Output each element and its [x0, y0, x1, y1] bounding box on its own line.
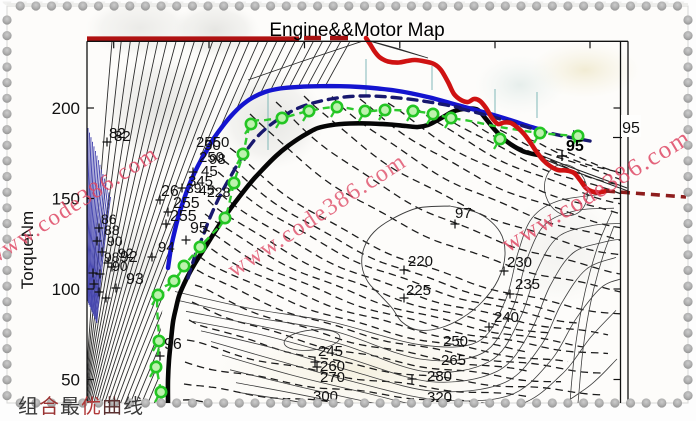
- svg-text:97: 97: [455, 205, 472, 222]
- svg-text:组合最优曲线: 组合最优曲线: [18, 395, 144, 416]
- svg-text:39: 39: [186, 180, 202, 196]
- svg-text:240: 240: [494, 309, 519, 326]
- svg-text:50: 50: [204, 137, 221, 154]
- svg-text:93: 93: [126, 271, 144, 288]
- svg-text:2550: 2550: [196, 134, 229, 151]
- svg-text:86: 86: [101, 211, 117, 227]
- svg-text:235: 235: [515, 276, 540, 293]
- svg-text:94: 94: [158, 239, 175, 256]
- svg-text:95: 95: [566, 138, 584, 155]
- svg-text:82: 82: [114, 128, 131, 145]
- svg-text:225: 225: [406, 282, 431, 299]
- svg-text:92: 92: [118, 245, 134, 261]
- svg-text:TorqueNm: TorqueNm: [18, 211, 37, 289]
- svg-text:255: 255: [173, 195, 200, 212]
- svg-text:50: 50: [61, 371, 80, 390]
- svg-text:270: 270: [320, 369, 345, 386]
- svg-text:98: 98: [209, 151, 226, 168]
- svg-text:245: 245: [318, 343, 343, 360]
- svg-text:220: 220: [408, 253, 433, 270]
- svg-text:82: 82: [109, 125, 126, 142]
- svg-text:95: 95: [190, 220, 208, 237]
- svg-text:230: 230: [507, 254, 532, 271]
- svg-text:96: 96: [164, 336, 182, 353]
- svg-text:280: 280: [427, 368, 452, 385]
- svg-text:45: 45: [199, 182, 215, 198]
- svg-text:92: 92: [120, 249, 138, 266]
- svg-text:255: 255: [170, 208, 197, 225]
- svg-text:250: 250: [199, 149, 224, 166]
- svg-text:200: 200: [52, 99, 80, 118]
- svg-text:228: 228: [207, 184, 231, 200]
- svg-text:Engine&&Motor Map: Engine&&Motor Map: [269, 20, 444, 41]
- svg-text:90: 90: [112, 258, 128, 274]
- svg-text:250: 250: [443, 333, 468, 350]
- svg-text:26: 26: [161, 183, 179, 200]
- svg-text:45: 45: [201, 163, 218, 180]
- svg-text:88: 88: [104, 222, 120, 238]
- svg-text:100: 100: [52, 280, 80, 299]
- svg-text:265: 265: [441, 352, 466, 369]
- svg-text:95: 95: [622, 120, 640, 137]
- svg-text:90: 90: [107, 233, 123, 249]
- svg-text:260: 260: [320, 358, 345, 375]
- svg-text:150: 150: [52, 190, 80, 209]
- svg-text:345: 345: [188, 173, 213, 190]
